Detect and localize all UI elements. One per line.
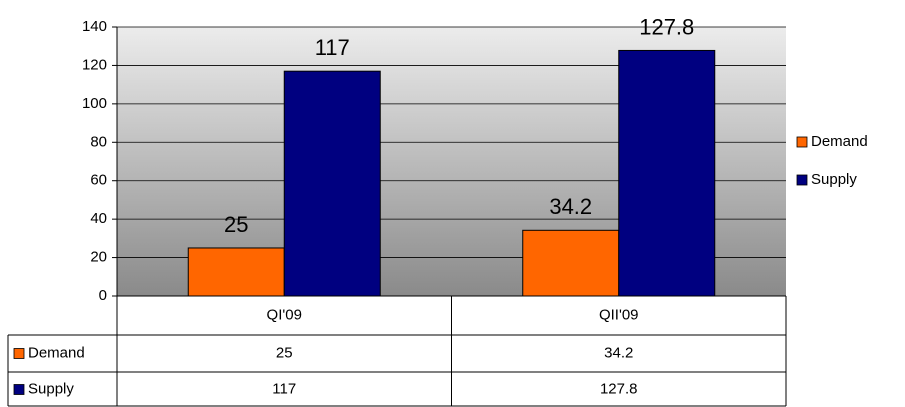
- y-tick-label: 60: [90, 172, 107, 189]
- table-row-label: Supply: [28, 380, 74, 397]
- legend-swatch: [13, 348, 25, 359]
- data-label: 34.2: [549, 194, 592, 219]
- legend-swatch: [796, 174, 808, 186]
- y-tick-label: 140: [82, 18, 107, 35]
- y-tick-label: 40: [90, 210, 107, 227]
- bar: [618, 49, 716, 297]
- y-tick-label: 120: [82, 56, 107, 73]
- table-cell: 127.8: [600, 380, 638, 397]
- data-label: 117: [315, 35, 350, 60]
- data-label: 25: [224, 212, 248, 237]
- y-tick-label: 100: [82, 95, 107, 112]
- bar: [283, 70, 381, 297]
- y-tick-label: 20: [90, 249, 107, 266]
- x-tick-label: QI'09: [267, 306, 302, 323]
- legend-label: Supply: [811, 171, 857, 188]
- table-cell: 34.2: [604, 344, 633, 361]
- legend-label: Demand: [811, 133, 868, 150]
- data-label: 127.8: [639, 14, 694, 39]
- x-tick-label: QII'09: [599, 306, 639, 323]
- legend-swatch: [796, 136, 808, 148]
- table-cell: 117: [272, 380, 296, 397]
- bar: [187, 247, 285, 297]
- y-tick-label: 80: [90, 133, 107, 150]
- bar: [522, 229, 620, 297]
- y-tick-label: 0: [99, 287, 107, 304]
- legend-swatch: [13, 384, 25, 395]
- table-row-label: Demand: [28, 344, 85, 361]
- table-cell: 25: [276, 344, 293, 361]
